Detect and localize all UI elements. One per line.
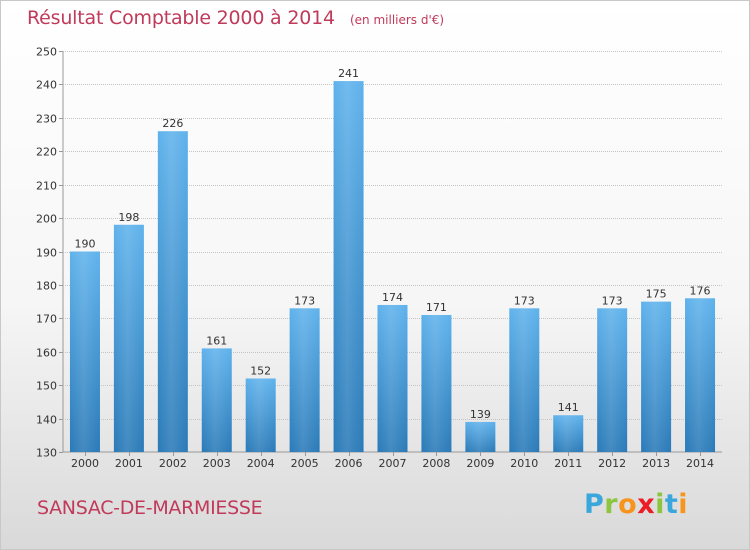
x-tick-label: 2001 <box>115 457 143 470</box>
chart-title: Résultat Comptable 2000 à 2014 <box>27 7 335 29</box>
value-label: 171 <box>426 301 447 314</box>
x-tick-label: 2014 <box>686 457 714 470</box>
value-label: 173 <box>514 294 535 307</box>
bar-highlight <box>333 81 364 452</box>
y-tick-label: 190 <box>36 247 57 260</box>
value-label: 190 <box>74 238 95 251</box>
x-tick-label: 2012 <box>598 457 626 470</box>
value-label: 226 <box>162 117 183 130</box>
bar-highlight <box>465 421 496 452</box>
bar-highlight <box>201 348 232 452</box>
bar-highlight <box>69 251 100 452</box>
value-label: 139 <box>470 408 491 421</box>
x-tick-label: 2006 <box>335 457 363 470</box>
value-label: 173 <box>602 294 623 307</box>
proxiti-logo: Proxiti <box>584 489 689 520</box>
value-label: 141 <box>558 401 579 414</box>
x-tick-label: 2008 <box>422 457 450 470</box>
x-tick-label: 2009 <box>466 457 494 470</box>
x-tick-label: 2004 <box>247 457 275 470</box>
y-tick-label: 180 <box>36 280 57 293</box>
x-tick-label: 2002 <box>159 457 187 470</box>
bar-highlight <box>553 415 584 452</box>
y-tick-label: 220 <box>36 146 57 159</box>
bar-highlight <box>289 308 320 452</box>
value-label: 241 <box>338 67 359 80</box>
chart-subtitle: (en milliers d'€) <box>349 13 445 27</box>
value-label: 198 <box>118 211 139 224</box>
y-tick-label: 230 <box>36 113 57 126</box>
y-tick-label: 240 <box>36 79 57 92</box>
x-tick-label: 2010 <box>510 457 538 470</box>
value-label: 175 <box>646 288 667 301</box>
x-tick-label: 2003 <box>203 457 231 470</box>
value-label: 161 <box>206 334 227 347</box>
value-label: 174 <box>382 291 403 304</box>
bar-highlight <box>509 308 540 452</box>
bar-highlight <box>685 298 716 452</box>
x-tick-label: 2005 <box>291 457 319 470</box>
bar-highlight <box>597 308 628 452</box>
chart-title-row: Résultat Comptable 2000 à 2014 (en milli… <box>27 7 444 29</box>
value-label: 176 <box>690 284 711 297</box>
bar-highlight <box>421 314 452 452</box>
x-tick-label: 2013 <box>642 457 670 470</box>
y-tick-label: 130 <box>36 447 57 460</box>
bar-highlight <box>377 304 408 452</box>
commune-name: SANSAC-DE-MARMIESSE <box>37 497 263 519</box>
y-tick-label: 150 <box>36 380 57 393</box>
bar-highlight <box>245 378 276 452</box>
bar-highlight <box>113 224 144 452</box>
bar-highlight <box>157 131 188 452</box>
x-tick-label: 2007 <box>379 457 407 470</box>
value-label: 173 <box>294 294 315 307</box>
bar-highlight <box>641 301 672 452</box>
x-tick-label: 2000 <box>71 457 99 470</box>
y-tick-label: 140 <box>36 414 57 427</box>
y-tick-label: 210 <box>36 180 57 193</box>
y-tick-label: 170 <box>36 313 57 326</box>
y-tick-label: 160 <box>36 347 57 360</box>
y-tick-label: 200 <box>36 213 57 226</box>
y-tick-label: 250 <box>36 46 57 59</box>
x-tick-label: 2011 <box>554 457 582 470</box>
value-label: 152 <box>250 364 271 377</box>
